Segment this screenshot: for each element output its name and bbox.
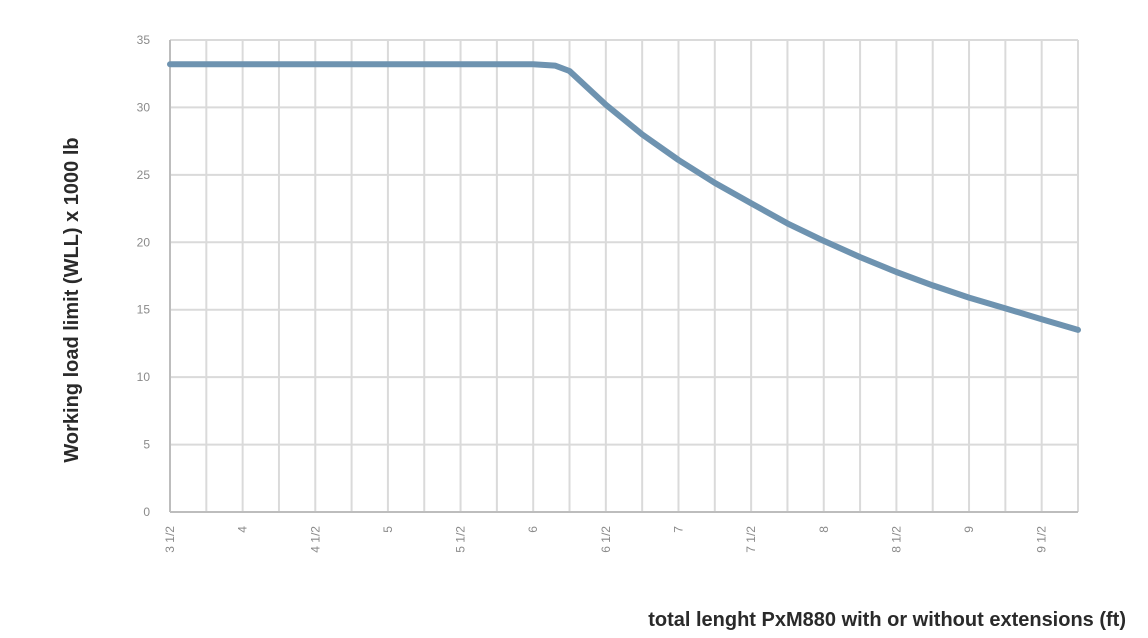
y-tick-label: 15 [137, 303, 151, 317]
x-tick-label: 8 1/2 [889, 526, 903, 553]
chart-series [167, 61, 1081, 333]
x-tick-label: 6 1/2 [599, 526, 613, 553]
chart-axes [169, 40, 1078, 513]
y-tick-labels: 0 5 10 15 20 25 30 35 [137, 33, 151, 519]
wll-series-line [167, 61, 1081, 333]
y-tick-label: 30 [137, 100, 151, 114]
x-tick-label: 5 [381, 526, 395, 533]
y-tick-label: 25 [137, 168, 151, 182]
x-tick-label: 7 1/2 [744, 526, 758, 553]
x-tick-label: 7 [671, 526, 685, 533]
x-tick-label: 6 [526, 526, 540, 533]
y-axis-title: Working load limit (WLL) x 1000 lb [61, 137, 83, 462]
x-tick-label: 3 1/2 [163, 526, 177, 553]
chart-grid [169, 39, 1079, 513]
x-tick-label: 5 1/2 [454, 526, 468, 553]
x-tick-labels: 3 1/2 4 4 1/2 5 5 1/2 6 6 1/2 7 7 1/2 8 8 1/2 9 9 1/… [163, 526, 1049, 553]
y-tick-label: 10 [137, 370, 151, 384]
x-tick-label: 9 [962, 526, 976, 533]
x-tick-label: 4 1/2 [308, 526, 322, 553]
x-tick-label: 8 [817, 526, 831, 533]
y-tick-label: 5 [143, 438, 150, 452]
x-tick-label: 4 [236, 526, 250, 533]
y-tick-label: 20 [137, 235, 151, 249]
x-axis-title: total lenght PxM880 with or without exte… [648, 609, 1126, 631]
y-tick-label: 35 [137, 33, 151, 47]
y-tick-label: 0 [143, 505, 150, 519]
x-tick-label: 9 1/2 [1035, 526, 1049, 553]
